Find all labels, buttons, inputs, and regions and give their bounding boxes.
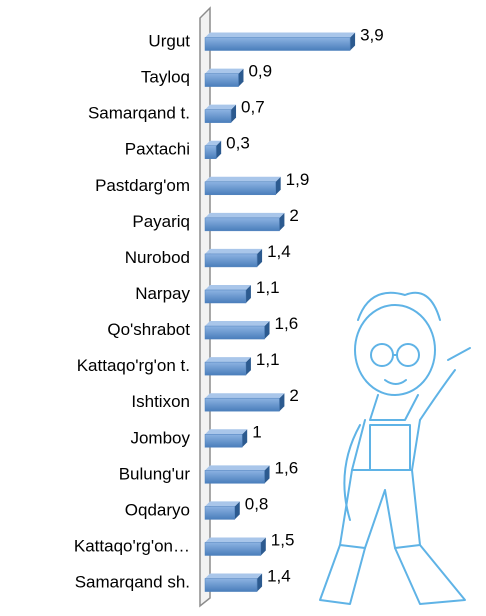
category-label: Bulung'ur: [119, 464, 191, 483]
bar: [204, 361, 247, 376]
value-label: 1,4: [267, 567, 291, 586]
bar-side: [264, 321, 270, 340]
category-label: Nurobod: [125, 248, 190, 267]
bar-top: [205, 537, 266, 543]
category-label: Qo'shrabot: [107, 320, 190, 339]
bar: [204, 109, 232, 123]
value-label: 0,9: [248, 62, 272, 81]
bar-side: [264, 465, 270, 484]
category-label: Urgut: [148, 31, 190, 50]
value-label: 1,4: [267, 242, 291, 261]
bar-side: [275, 176, 281, 195]
bar-top: [205, 284, 251, 290]
value-label: 0,7: [241, 98, 265, 117]
bar-side: [279, 393, 285, 412]
value-label: 0,8: [245, 494, 269, 513]
bar: [204, 325, 265, 340]
bar: [204, 542, 262, 556]
category-label: Pastdarg'om: [95, 176, 190, 195]
bar-side: [245, 284, 251, 303]
bar-top: [205, 393, 285, 399]
bar-top: [205, 465, 270, 471]
value-label: 1,1: [256, 278, 280, 297]
bar-top: [205, 248, 263, 254]
value-label: 1,9: [286, 170, 310, 189]
category-label: Oqdaryo: [125, 500, 190, 519]
bar-top: [205, 176, 281, 182]
bar: [204, 217, 280, 232]
category-label: Kattaqo'rg'on t.: [77, 356, 190, 375]
bar-top: [205, 357, 251, 363]
bar: [204, 181, 276, 196]
cartoon-figure: [319, 291, 471, 605]
bar-side: [350, 32, 356, 51]
bar: [204, 578, 258, 592]
bar: [204, 506, 236, 520]
bar-top: [205, 104, 237, 110]
bar-side: [245, 357, 251, 376]
bar: [204, 37, 351, 51]
category-label: Samarqand sh.: [75, 573, 190, 592]
category-label: Samarqand t.: [88, 104, 190, 123]
category-label: Narpay: [135, 284, 190, 303]
category-label: Jomboy: [130, 428, 190, 447]
value-label: 1,1: [256, 350, 280, 369]
bar: [204, 289, 247, 304]
bar-side: [242, 429, 248, 448]
value-label: 3,9: [360, 25, 384, 44]
value-label: 1,6: [275, 458, 299, 477]
bar-top: [205, 32, 356, 38]
bar: [204, 145, 217, 159]
bar-side: [238, 68, 244, 87]
value-label: 1: [252, 422, 261, 441]
bar-top: [205, 429, 248, 435]
bar-side: [234, 501, 240, 520]
bar-top: [205, 321, 270, 327]
category-label: Kattaqo'rg'on…: [74, 536, 190, 555]
bar-top: [205, 573, 263, 579]
bar: [204, 73, 239, 87]
value-label: 2: [289, 206, 298, 225]
bar-top: [205, 68, 244, 74]
value-label: 1,6: [275, 314, 299, 333]
value-label: 1,5: [271, 530, 295, 549]
bar-side: [231, 104, 237, 123]
bar: [204, 434, 243, 448]
category-label: Ishtixon: [131, 392, 190, 411]
bar-top: [205, 501, 240, 507]
bar-side: [216, 140, 222, 159]
category-label: Payariq: [132, 212, 190, 231]
bar-side: [260, 537, 266, 556]
bar-top: [205, 140, 222, 146]
bar: [204, 470, 265, 484]
category-label: Tayloq: [141, 68, 190, 87]
bar-side: [257, 573, 263, 592]
bar-top: [205, 212, 285, 218]
bar-side: [257, 248, 263, 267]
value-label: 2: [289, 386, 298, 405]
category-label: Paxtachi: [125, 140, 190, 159]
bar-side: [279, 212, 285, 231]
bar: [204, 397, 280, 412]
value-label: 0,3: [226, 134, 250, 153]
bar: [204, 253, 258, 268]
